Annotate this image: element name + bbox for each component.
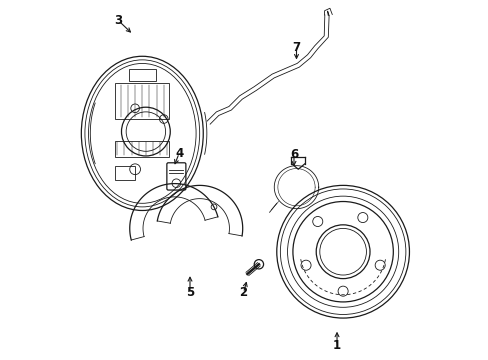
Bar [115, 166, 135, 180]
Text: 3: 3 [114, 14, 122, 27]
Text: 2: 2 [239, 287, 247, 300]
Text: 5: 5 [185, 287, 194, 300]
Text: 6: 6 [289, 148, 298, 161]
Text: 4: 4 [175, 147, 183, 159]
Text: 7: 7 [292, 41, 300, 54]
Text: 1: 1 [332, 339, 341, 352]
Bar [115, 83, 169, 119]
Bar [128, 69, 156, 81]
Bar [115, 140, 169, 157]
